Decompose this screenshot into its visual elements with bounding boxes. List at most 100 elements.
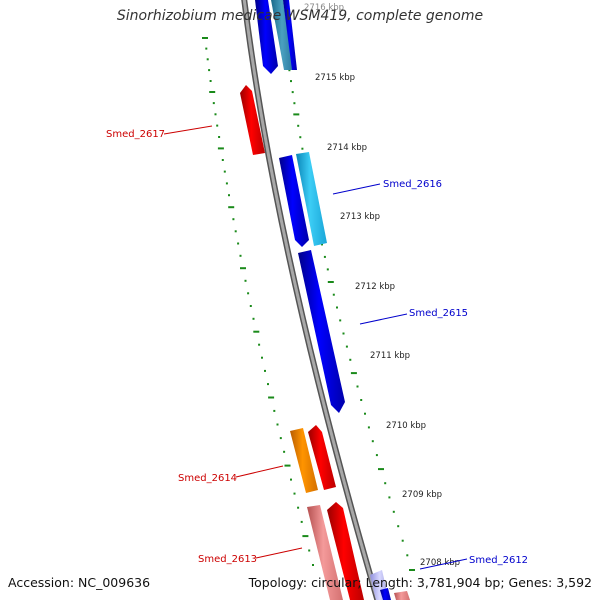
gc-dot bbox=[397, 525, 400, 528]
gc-dot bbox=[258, 343, 261, 346]
gc-dot bbox=[261, 356, 263, 359]
tick-label: 2711 kbp bbox=[370, 351, 410, 361]
gc-dot bbox=[228, 206, 235, 209]
gc-dot bbox=[279, 437, 282, 440]
gc-dot bbox=[326, 268, 329, 271]
gc-dot bbox=[228, 194, 230, 197]
gc-dot bbox=[214, 113, 217, 116]
gc-dot bbox=[293, 492, 296, 495]
gene-label-smed-2616[interactable]: Smed_2616 bbox=[383, 179, 442, 190]
gc-dot bbox=[284, 464, 291, 467]
gene-feature-smed-2615 bbox=[298, 250, 345, 413]
gc-dot bbox=[253, 330, 260, 333]
leader-line-smed-2614 bbox=[235, 465, 284, 478]
gc-dot bbox=[218, 136, 221, 138]
leader-line-smed-2617 bbox=[163, 125, 213, 135]
tick-label: 2716 kbp bbox=[304, 3, 344, 13]
gc-dot bbox=[202, 37, 208, 39]
gc-dot bbox=[221, 159, 224, 161]
gene-feature-blue-top-b bbox=[283, 0, 297, 70]
leader-line-smed-2616 bbox=[332, 183, 381, 195]
gc-dot bbox=[367, 426, 370, 429]
gene-labels: Smed_2617 Smed_2616 Smed_2615 Smed_2614 … bbox=[106, 125, 528, 570]
gc-dot bbox=[327, 281, 334, 283]
gc-dot bbox=[312, 564, 314, 566]
gc-dot bbox=[208, 69, 211, 72]
genome-stats-text: Topology: circular; Length: 3,781,904 bp… bbox=[248, 575, 592, 590]
gc-dot bbox=[205, 47, 208, 50]
gene-label-smed-2612[interactable]: Smed_2612 bbox=[469, 555, 528, 566]
gc-dot bbox=[264, 369, 266, 372]
gc-dot bbox=[247, 292, 250, 295]
gc-dot bbox=[406, 554, 409, 557]
gene-feature-smed-2616-blue bbox=[279, 155, 309, 247]
gene-feature-smed-2617 bbox=[240, 85, 265, 155]
gene-features bbox=[240, 0, 410, 600]
gc-dot bbox=[234, 230, 237, 233]
gene-feature-smed-2616-cyan bbox=[296, 152, 327, 246]
gc-dot bbox=[371, 440, 374, 443]
gene-label-smed-2613[interactable]: Smed_2613 bbox=[198, 554, 257, 565]
gc-content-track-left bbox=[202, 37, 314, 566]
gc-dot bbox=[345, 345, 348, 348]
gc-dot bbox=[283, 450, 286, 453]
gc-dot bbox=[209, 80, 212, 82]
gc-dot bbox=[409, 569, 415, 571]
gene-feature-smed-2612-b bbox=[380, 588, 391, 600]
gc-dot bbox=[384, 482, 387, 485]
gc-dot bbox=[356, 385, 359, 388]
gene-label-smed-2617[interactable]: Smed_2617 bbox=[106, 129, 165, 140]
gc-dot bbox=[342, 332, 345, 335]
gc-dot bbox=[332, 293, 335, 296]
gc-dot bbox=[297, 124, 300, 127]
gc-dot bbox=[339, 319, 342, 322]
gc-dot bbox=[300, 520, 303, 523]
tick-label: 2708 kbp bbox=[420, 558, 460, 568]
gc-dot bbox=[290, 80, 292, 83]
gc-dot bbox=[336, 306, 338, 309]
gc-dot bbox=[288, 69, 291, 72]
gc-dot bbox=[350, 372, 357, 375]
leader-line-smed-2612 bbox=[419, 558, 468, 570]
gc-dot bbox=[401, 539, 404, 542]
gene-feature-smed-2613-pink bbox=[307, 505, 343, 600]
gene-feature-smed-2614-orange bbox=[290, 428, 318, 493]
gc-dot bbox=[217, 147, 224, 150]
gc-dot bbox=[299, 136, 302, 139]
gc-dot bbox=[291, 91, 294, 94]
gc-dot bbox=[216, 124, 219, 127]
gc-dot bbox=[239, 254, 242, 257]
leader-line-smed-2613 bbox=[255, 547, 303, 559]
tick-label: 2715 kbp bbox=[315, 73, 355, 83]
gc-dot bbox=[232, 218, 235, 221]
tick-label: 2714 kbp bbox=[327, 143, 367, 153]
gc-dot bbox=[206, 58, 209, 61]
gene-label-smed-2614[interactable]: Smed_2614 bbox=[178, 473, 237, 484]
gc-dot bbox=[297, 506, 300, 509]
gc-dot bbox=[212, 102, 215, 105]
gc-dot bbox=[268, 396, 275, 399]
gc-dot bbox=[267, 383, 269, 386]
gc-dot bbox=[244, 279, 247, 282]
gc-dot bbox=[273, 409, 276, 412]
tick-label: 2712 kbp bbox=[355, 282, 395, 292]
leader-line-smed-2615 bbox=[359, 313, 408, 325]
gc-dot bbox=[375, 454, 378, 457]
gene-feature-pink-bottom bbox=[394, 591, 410, 600]
genome-backbone-highlight bbox=[242, 0, 379, 600]
gc-dot bbox=[223, 170, 226, 173]
tick-label: 2710 kbp bbox=[386, 421, 426, 431]
gc-dot bbox=[349, 358, 352, 361]
gc-dot bbox=[249, 305, 252, 307]
gc-dot bbox=[388, 496, 391, 499]
accession-text: Accession: NC_009636 bbox=[8, 575, 151, 590]
gc-dot bbox=[323, 255, 326, 258]
gene-feature-smed-2614-red bbox=[308, 425, 336, 490]
gc-dot bbox=[276, 423, 279, 426]
gc-dot bbox=[225, 182, 228, 185]
gc-dot bbox=[209, 91, 216, 93]
gene-label-smed-2615[interactable]: Smed_2615 bbox=[409, 308, 468, 319]
gc-dot bbox=[308, 549, 311, 552]
